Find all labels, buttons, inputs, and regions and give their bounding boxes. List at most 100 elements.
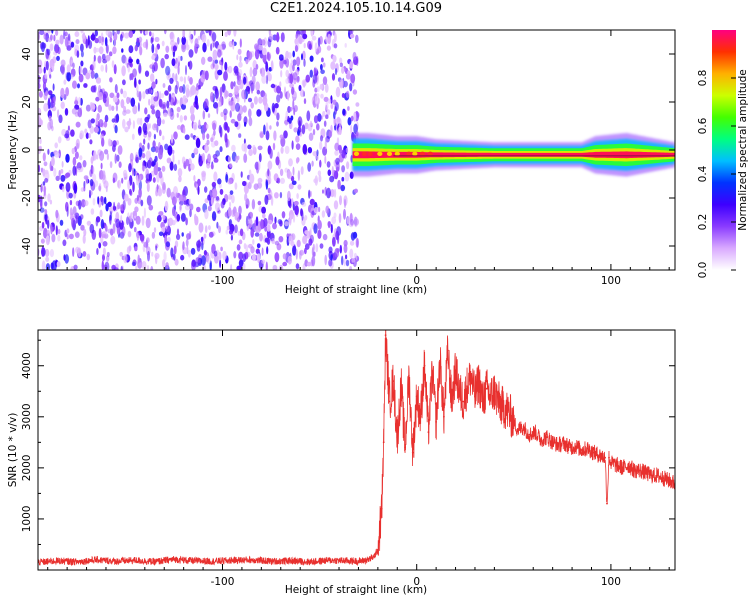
noise-blob [184,204,190,211]
noise-blob [279,134,284,140]
noise-blob [105,54,111,62]
noise-blob [59,34,64,45]
noise-blob [148,172,152,182]
noise-blob [185,44,190,51]
noise-blob [38,90,43,98]
noise-blob [128,45,134,54]
noise-blob [228,193,232,200]
noise-blob [154,91,158,98]
noise-blob [320,63,323,71]
noise-blob [238,205,242,215]
noise-blob [89,139,93,145]
noise-blob [183,115,188,121]
noise-blob [332,236,336,247]
noise-blob [203,121,208,132]
noise-blob [234,85,239,96]
noise-blob [146,182,150,193]
noise-blob [65,182,71,193]
noise-blob [65,87,69,97]
noise-blob [55,225,58,236]
noise-blob [147,250,150,262]
noise-blob [319,83,323,90]
noise-blob [39,30,45,36]
noise-blob [280,70,283,78]
noise-blob [231,194,235,204]
noise-blob [97,196,100,205]
noise-blob [270,60,274,71]
noise-blob [151,251,154,257]
noise-blob [313,207,319,214]
snr-data-point [662,477,665,479]
noise-blob [333,200,339,210]
snr-data-point [528,433,531,436]
noise-blob [198,222,204,233]
noise-blob [309,69,313,78]
noise-blob [148,123,151,129]
noise-blob [53,167,57,177]
noise-blob [204,98,209,109]
noise-blob [72,156,77,166]
noise-blob [71,217,76,228]
noise-blob [242,105,247,113]
noise-blob [109,77,113,83]
noise-blob [180,212,186,222]
noise-blob [100,219,105,230]
noise-blob [245,215,249,227]
noise-blob [45,263,50,270]
snr-data-point [493,390,496,393]
noise-blob [266,246,269,255]
noise-blob [242,253,246,262]
noise-blob [242,263,246,270]
snr-ticks: -100 0 100 1000 2000 3000 4000 [21,330,675,588]
snr-data-point [627,464,630,467]
noise-blob [292,214,296,223]
snr-data-point [545,436,548,439]
noise-blob [124,32,130,39]
noise-blob [280,32,285,43]
noise-blob [301,53,303,61]
noise-blob [177,65,180,75]
noise-blob [306,261,312,267]
noise-blob [317,219,322,230]
noise-blob [250,102,254,109]
noise-blob [350,73,356,84]
noise-blob [156,43,160,50]
noise-blob [65,153,70,163]
noise-blob [143,138,146,145]
snr-series-line [38,330,675,567]
colorbar-tick-label: 0.6 [697,117,709,134]
noise-blob [301,202,307,207]
noise-blob [342,108,346,116]
noise-blob [162,135,165,141]
noise-blob [185,158,190,167]
noise-blob [203,233,207,239]
noise-blob [298,35,303,45]
noise-blob [286,171,292,180]
noise-blob [51,65,55,72]
noise-blob [55,30,59,36]
snr-data-point [396,436,399,439]
noise-blob [84,200,89,207]
snr-data-point [569,446,571,449]
snr-data-point [470,375,472,377]
noise-blob [297,129,300,136]
noise-blob [313,251,316,257]
noise-blob [183,126,186,134]
noise-blob [307,147,313,154]
noise-blob [172,206,176,217]
noise-blob [95,96,100,102]
snr-data-point [114,560,117,563]
noise-blob [254,48,260,60]
noise-blob [109,220,112,226]
noise-blob [121,48,124,53]
noise-blob [247,51,253,61]
snr-data-point [419,415,422,418]
noise-blob [48,97,51,104]
noise-blob [129,152,134,162]
noise-blob [274,103,279,109]
noise-blob [47,219,50,229]
noise-blob [141,144,145,152]
noise-blob [290,115,294,121]
noise-blob [138,142,143,149]
noise-blob [223,71,228,81]
